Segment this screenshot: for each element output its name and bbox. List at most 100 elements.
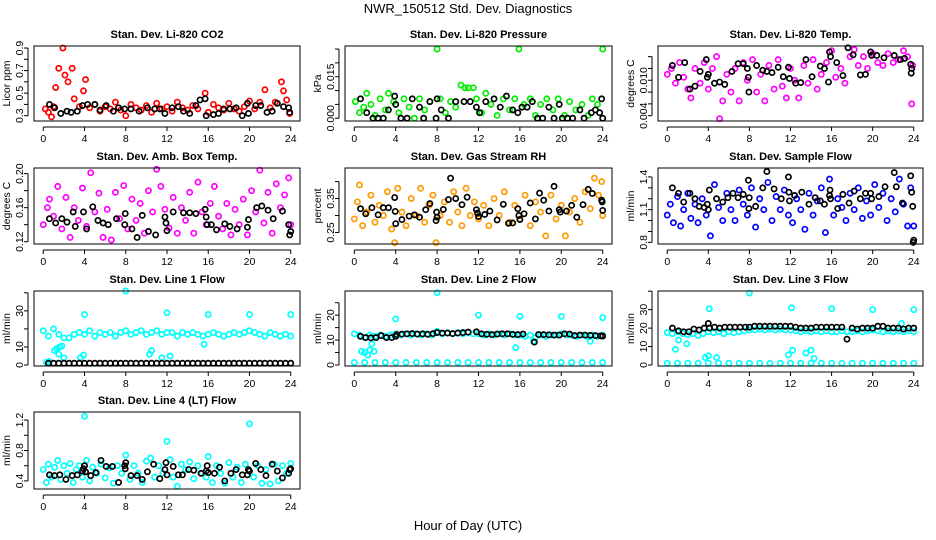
y-tick-label: 1.4: [638, 169, 650, 184]
data-point: [480, 201, 488, 209]
data-point: [756, 195, 764, 203]
x-tick-label: 12: [473, 256, 485, 268]
data-point: [879, 62, 887, 69]
data-point: [458, 201, 466, 209]
data-point: [121, 105, 129, 113]
plot-frame: [344, 167, 613, 245]
y-axis-label: ml/min: [625, 313, 637, 344]
data-point: [52, 219, 60, 227]
data-point: [381, 359, 389, 366]
data-point: [69, 479, 77, 486]
data-point: [86, 327, 94, 335]
data-point: [680, 206, 688, 214]
data-point: [398, 208, 406, 216]
data-point: [91, 100, 99, 108]
data-point: [668, 184, 676, 192]
data-point: [80, 351, 87, 359]
x-tick-label: 12: [161, 378, 173, 390]
data-point: [244, 216, 252, 224]
data-point: [350, 359, 358, 366]
y-tick-label: 0: [14, 362, 26, 368]
data-point: [89, 203, 97, 211]
data-point: [113, 215, 120, 223]
data-point: [843, 335, 851, 343]
data-point: [256, 98, 264, 106]
data-point: [225, 99, 233, 107]
data-point: [552, 215, 560, 223]
data-point: [226, 222, 234, 230]
data-point: [463, 193, 471, 201]
x-tick-label: 4: [393, 133, 399, 145]
data-point: [475, 213, 482, 220]
data-point: [765, 62, 773, 69]
data-point: [70, 95, 78, 103]
data-point: [277, 78, 285, 86]
x-tick-label: 20: [555, 133, 567, 145]
data-point: [547, 191, 555, 199]
data-point: [759, 184, 767, 192]
x-tick-label: 0: [664, 133, 670, 145]
data-point: [684, 359, 692, 367]
data-point: [474, 209, 481, 217]
y-tick-label: 0.9: [14, 41, 26, 56]
data-point: [563, 207, 570, 215]
data-point: [739, 60, 747, 68]
data-point: [412, 359, 420, 366]
data-point: [54, 182, 62, 190]
data-point: [599, 359, 607, 366]
data-point: [745, 205, 753, 213]
data-point: [556, 208, 564, 216]
data-point: [115, 104, 122, 112]
data-point: [58, 342, 66, 350]
data-point: [392, 220, 400, 228]
data-point: [173, 332, 181, 340]
data-point: [204, 311, 212, 318]
data-point: [367, 191, 375, 199]
data-point: [808, 73, 816, 81]
data-point: [801, 225, 809, 233]
data-point: [232, 104, 240, 112]
data-point: [221, 477, 229, 485]
data-point: [753, 88, 761, 96]
data-point: [243, 223, 251, 231]
data-point: [666, 200, 674, 208]
x-tick-label: 12: [473, 133, 485, 145]
data-point: [521, 191, 529, 199]
panel-10: Stan. Dev. Line 4 (LT) Flow 0 4 8 12 16 20 24 0.…: [1, 395, 301, 513]
data-point: [217, 469, 225, 477]
data-point: [884, 50, 892, 58]
data-point: [520, 210, 528, 218]
data-point: [698, 195, 706, 203]
data-point: [873, 51, 881, 59]
data-point: [272, 180, 280, 188]
data-point: [908, 188, 916, 196]
data-point: [817, 359, 825, 367]
data-point: [46, 100, 53, 108]
x-tick-label: 12: [785, 256, 797, 268]
data-point: [696, 79, 704, 87]
x-tick-label: 20: [555, 256, 567, 268]
data-point: [84, 100, 92, 108]
x-tick-label: 24: [908, 256, 920, 268]
data-point: [81, 412, 88, 420]
data-point: [869, 306, 877, 314]
data-point: [262, 472, 270, 480]
data-point: [482, 98, 490, 106]
plot-frame: [33, 167, 301, 245]
data-point: [897, 320, 905, 327]
data-point: [599, 45, 607, 53]
data-point: [874, 59, 882, 66]
data-point: [889, 59, 897, 66]
data-point: [54, 456, 62, 464]
data-point: [887, 195, 895, 203]
panel-title: Stan. Dev. Li-820 Pressure: [410, 29, 547, 41]
x-tick-label: 4: [705, 378, 711, 390]
data-point: [394, 184, 402, 192]
data-point: [774, 56, 782, 64]
data-point: [96, 106, 104, 114]
data-point: [735, 359, 743, 367]
data-point: [904, 222, 912, 230]
data-point: [273, 99, 281, 107]
data-point: [526, 199, 534, 207]
